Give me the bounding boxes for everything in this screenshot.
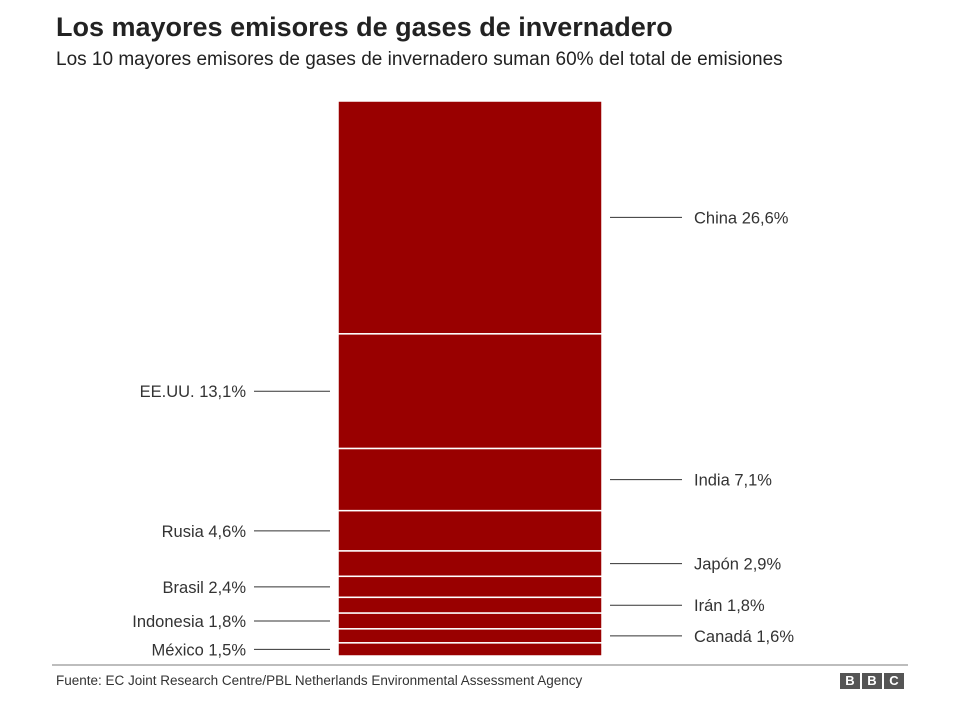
footer-divider	[52, 664, 908, 666]
segment-brasil	[337, 575, 603, 599]
segment-label: Japón 2,9%	[694, 556, 781, 574]
segment-canad-	[337, 628, 603, 644]
bbc-logo-letter: B	[862, 673, 882, 689]
segment-label: India 7,1%	[694, 472, 772, 490]
segment-label: Canadá 1,6%	[694, 628, 794, 646]
segment-rusia	[337, 509, 603, 552]
segment-label: México 1,5%	[152, 641, 247, 659]
chart-title: Los mayores emisores de gases de inverna…	[56, 12, 673, 42]
segment-india	[337, 447, 603, 512]
bbc-logo: B B C	[840, 673, 904, 689]
segment-ir-n	[337, 596, 603, 614]
bbc-logo-letter: C	[884, 673, 904, 689]
segment-label: China 26,6%	[694, 209, 789, 227]
segment-ee-uu-	[337, 333, 603, 450]
segment-china	[337, 100, 603, 335]
source-note: Fuente: EC Joint Research Centre/PBL Net…	[56, 673, 583, 688]
chart-subtitle: Los 10 mayores emisores de gases de inve…	[56, 49, 783, 70]
segment-indonesia	[337, 612, 603, 630]
stacked-emissions-chart: China 26,6% EE.UU. 13,1% India 7,1% Rusia 4…	[132, 100, 794, 659]
segment-m-xico	[337, 642, 603, 657]
segment-label: Indonesia 1,8%	[132, 613, 246, 631]
bbc-logo-letter: B	[840, 673, 860, 689]
segment-label: EE.UU. 13,1%	[140, 383, 247, 401]
segment-label: Irán 1,8%	[694, 597, 765, 615]
segment-label: Rusia 4,6%	[162, 523, 247, 541]
segment-label: Brasil 2,4%	[163, 579, 247, 597]
segment-jap-n	[337, 550, 603, 578]
